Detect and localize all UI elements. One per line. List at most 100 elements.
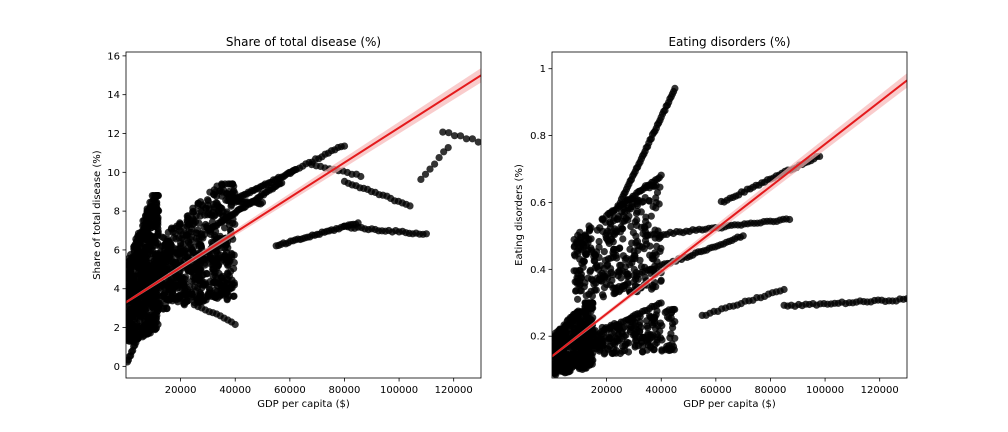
data-point [229,219,237,227]
data-point [631,343,639,351]
data-point [462,135,470,143]
data-point [624,348,633,356]
data-point [426,165,434,173]
data-point [574,295,582,303]
data-point [663,313,672,321]
data-point [133,255,141,264]
x-tick-label: 120000 [435,385,473,396]
data-point [632,209,641,217]
data-point [552,342,559,350]
data-point [406,202,414,210]
data-point [357,172,365,181]
data-point [636,256,644,264]
data-point [657,277,665,285]
data-point [128,274,136,282]
data-point [474,138,481,146]
data-point [192,259,200,268]
data-point [182,290,190,298]
data-point [592,286,600,294]
chart-title: Eating disorders (%) [668,35,790,49]
data-point [650,314,658,322]
data-point [140,254,148,262]
data-point [468,135,476,143]
data-point [186,263,194,271]
data-point [568,363,576,371]
y-tick-label: 6 [114,245,120,256]
data-point [216,187,224,195]
data-point [624,272,632,280]
data-point [621,281,629,289]
data-point [645,197,653,205]
data-point [435,154,443,162]
data-point [147,275,155,284]
data-point [615,244,624,253]
data-point [579,339,587,347]
data-point [631,252,639,260]
data-point [654,322,662,330]
x-tick-label: 60000 [274,385,306,396]
data-point [155,297,163,305]
data-point [653,333,662,341]
data-point [149,203,157,212]
data-point [585,227,594,235]
data-point [143,210,151,218]
data-point [658,346,666,354]
data-point [140,224,148,232]
data-point [194,226,202,234]
data-point [153,223,161,231]
data-point [575,309,584,317]
data-point [580,347,588,355]
data-point [174,250,182,258]
data-point [613,335,622,343]
regression-line [552,79,907,358]
data-point [194,199,202,207]
data-point [644,341,652,349]
data-point [231,320,239,329]
data-point [601,272,609,280]
data-point [603,333,611,341]
data-point [572,267,580,275]
y-tick-label: 4 [114,284,120,295]
data-point [136,302,144,310]
data-point [644,331,652,339]
data-point [197,267,205,275]
data-point [168,263,177,271]
data-point [574,244,583,253]
data-point [164,235,172,243]
data-point [657,171,665,179]
data-point [629,229,638,237]
data-point [570,352,578,360]
data-point [139,249,147,257]
data-point [588,246,596,254]
x-tick-label: 80000 [755,385,787,396]
data-point [635,321,643,329]
data-point [139,293,147,301]
data-point [653,242,661,250]
data-point [577,274,586,282]
data-point [593,226,602,234]
y-tick-label: 0.6 [530,198,546,209]
data-point [657,299,665,307]
data-point [221,252,229,260]
data-point [600,284,609,292]
data-point [590,280,598,288]
data-point [555,326,564,334]
data-point [258,198,267,207]
data-point [576,236,584,245]
y-tick-label: 0.8 [530,131,546,142]
data-point [196,290,204,298]
data-point [194,296,202,304]
data-point [211,279,219,287]
data-point [643,322,651,330]
data-point [170,233,178,242]
scatter-points [126,128,481,366]
data-point [595,237,603,246]
data-point [616,349,624,358]
y-tick-label: 0.2 [530,332,546,343]
data-point [190,208,198,216]
data-point [615,212,623,221]
data-point [552,331,560,339]
data-point [188,217,196,225]
data-point [218,204,226,213]
